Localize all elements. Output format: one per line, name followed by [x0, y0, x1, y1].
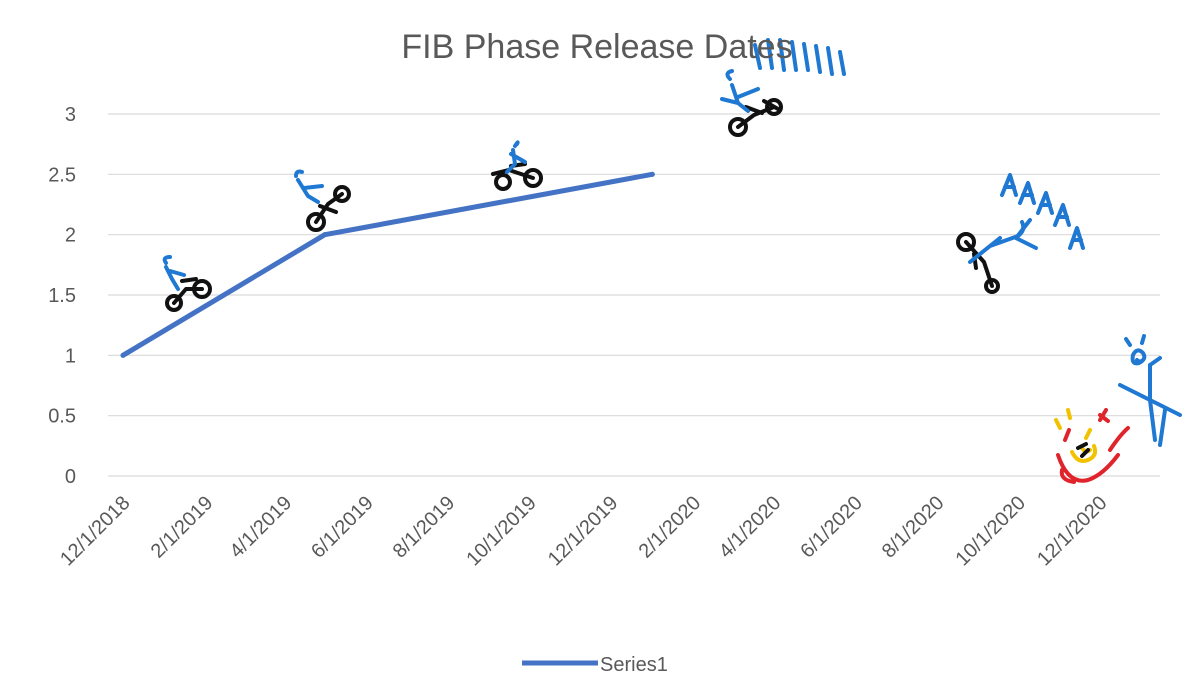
- data-point: [322, 232, 328, 238]
- scream-text-doodle: [1000, 173, 1085, 250]
- stick-figure-doodle: [1118, 334, 1182, 447]
- x-tick-label: 4/1/2019: [226, 492, 297, 563]
- x-tick-label: 8/1/2019: [389, 492, 460, 563]
- y-tick-label: 1.5: [48, 285, 76, 307]
- data-point: [120, 352, 126, 358]
- legend-label-series1: Series1: [600, 654, 668, 676]
- motorcycle-rider-doodle: [491, 140, 543, 191]
- data-point: [649, 171, 655, 177]
- series-line-0: [120, 171, 655, 358]
- x-tick-label: 4/1/2020: [715, 492, 786, 563]
- x-tick-label: 2/1/2019: [147, 492, 218, 563]
- fire-explosion-doodle: [1054, 408, 1130, 484]
- y-tick-label: 2: [65, 225, 76, 247]
- x-tick-label: 8/1/2020: [878, 492, 949, 563]
- x-axis-ticks: 12/1/2018 2/1/2019 4/1/2019 6/1/2019 8/1/201…: [56, 492, 1111, 570]
- y-tick-label: 1: [65, 345, 76, 367]
- x-tick-label: 2/1/2020: [635, 492, 706, 563]
- x-tick-label: 12/1/2020: [1033, 492, 1111, 570]
- legend: Series1: [522, 654, 668, 676]
- y-axis-ticks: 0 0.5 1 1.5 2 2.5 3: [48, 104, 76, 488]
- x-tick-label: 10/1/2019: [462, 492, 540, 570]
- motorcycle-rider-doodle: [956, 218, 1038, 294]
- motorcycle-rider-doodle: [720, 69, 783, 137]
- y-tick-label: 0.5: [48, 406, 76, 428]
- gridlines: [108, 113, 1160, 477]
- y-tick-label: 3: [65, 104, 76, 126]
- x-tick-label: 6/1/2020: [796, 492, 867, 563]
- series-layer: [120, 171, 655, 358]
- x-tick-label: 12/1/2018: [56, 492, 134, 570]
- x-tick-label: 10/1/2020: [952, 492, 1030, 570]
- chart-title: FIB Phase Release Dates: [401, 28, 792, 66]
- y-tick-label: 2.5: [48, 164, 76, 186]
- x-tick-label: 12/1/2019: [544, 492, 622, 570]
- motorcycle-rider-doodle: [294, 169, 351, 232]
- speed-lines-doodle: [753, 38, 846, 76]
- y-tick-label: 0: [65, 466, 76, 488]
- motorcycle-rider-doodle: [162, 255, 212, 312]
- x-tick-label: 6/1/2019: [307, 492, 378, 563]
